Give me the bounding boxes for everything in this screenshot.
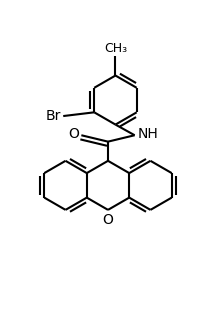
Text: Br: Br <box>46 109 61 123</box>
Text: O: O <box>103 213 113 227</box>
Text: O: O <box>68 127 79 141</box>
Text: NH: NH <box>137 127 158 141</box>
Text: CH₃: CH₃ <box>104 42 127 55</box>
